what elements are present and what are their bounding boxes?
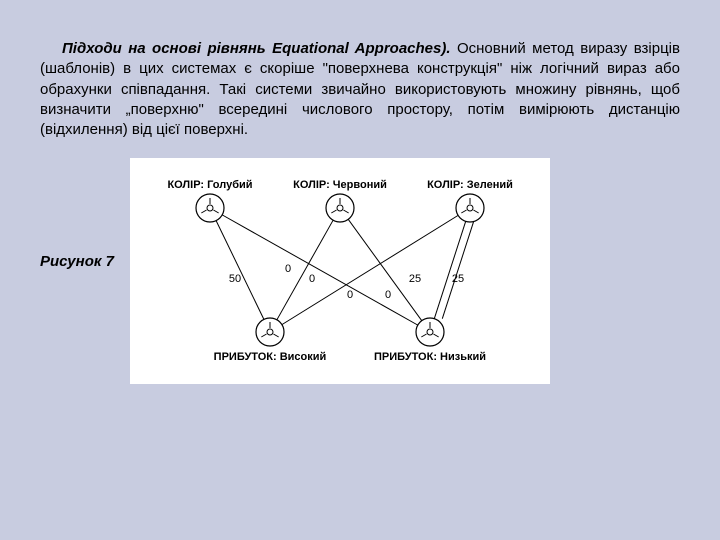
edge-label: 25: [409, 273, 421, 285]
lead-text: Підходи на основі рівнянь Equational App…: [62, 40, 451, 57]
network-diagram: 50 0 0 0 0 25 25 КОЛІР: Голубий КОЛІР: Червоний К…: [140, 164, 540, 374]
figure-caption: Рисунок 7: [40, 253, 114, 270]
edge-label: 50: [229, 273, 241, 285]
node-label: КОЛІР: Червоний: [293, 179, 387, 191]
node-label: КОЛІР: Зелений: [427, 179, 513, 191]
edge-label: 25: [452, 273, 464, 285]
edge-label: 0: [347, 289, 353, 301]
edge-label: 0: [309, 273, 315, 285]
graph-node: [416, 318, 444, 346]
graph-node: [256, 318, 284, 346]
graph-node: [326, 194, 354, 222]
node-label: ПРИБУТОК: Високий: [214, 351, 327, 363]
edge: [282, 216, 458, 325]
graph-node: [196, 194, 224, 222]
edge: [442, 222, 473, 319]
diagram-container: 50 0 0 0 0 25 25 КОЛІР: Голубий КОЛІР: Червоний К…: [130, 158, 550, 384]
edge-label: 0: [385, 289, 391, 301]
edge: [348, 220, 422, 321]
paragraph: Підходи на основі рівнянь Equational App…: [40, 39, 680, 140]
edge: [222, 215, 418, 325]
graph-node: [456, 194, 484, 222]
node-label: КОЛІР: Голубий: [167, 179, 252, 191]
edge: [434, 222, 465, 319]
edge: [216, 221, 264, 320]
node-label: ПРИБУТОК: Низький: [374, 351, 486, 363]
edge-label: 0: [285, 263, 291, 275]
